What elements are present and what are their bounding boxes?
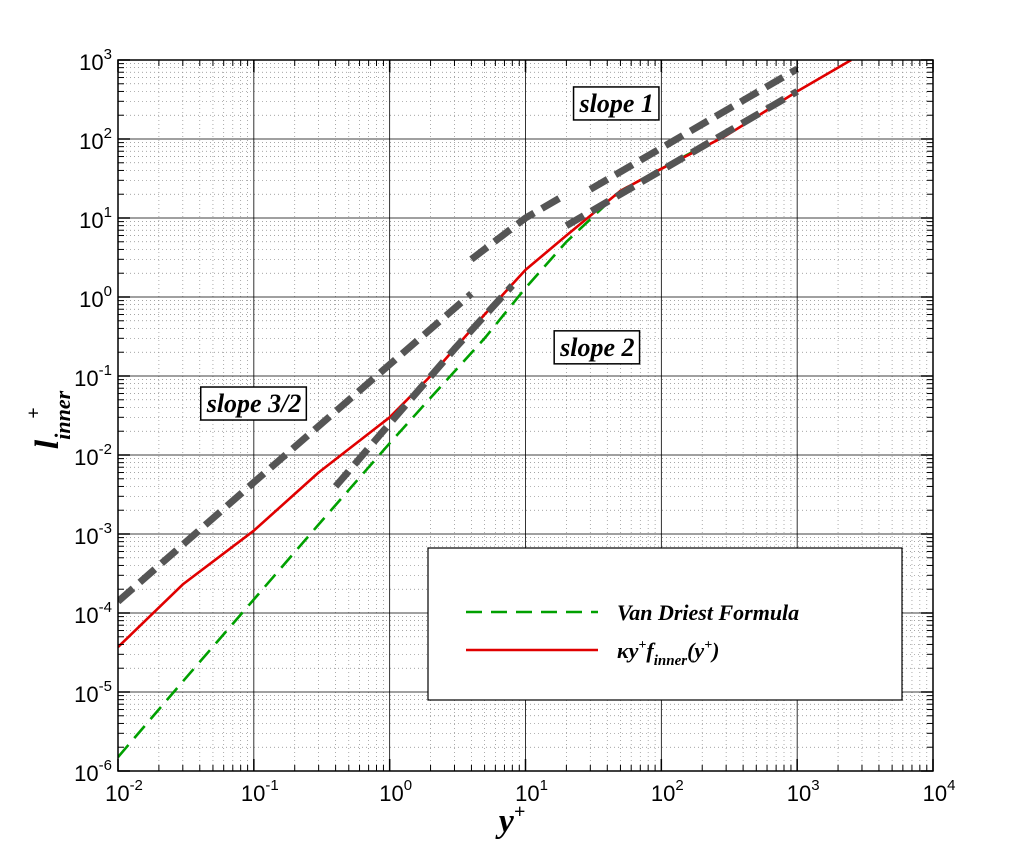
annotation-box bbox=[199, 386, 308, 421]
legend-label-1: Van Driest Formula bbox=[617, 600, 799, 625]
series-line-5 bbox=[469, 191, 569, 263]
legend: Van Driest Formula κy+finner(y+) bbox=[427, 547, 903, 701]
y-tick-label: 10-3 bbox=[74, 520, 112, 549]
y-tick-label: 10-5 bbox=[74, 678, 112, 707]
x-axis-title: y+ bbox=[495, 801, 526, 840]
y-tick-label: 101 bbox=[79, 204, 112, 233]
annotation-label: slope 2 bbox=[559, 333, 634, 362]
x-tick-label: 10-2 bbox=[105, 777, 143, 806]
annotation-box bbox=[553, 330, 641, 365]
y-tick-label: 103 bbox=[79, 46, 112, 75]
y-tick-label: 10-2 bbox=[74, 441, 112, 470]
series-line-6 bbox=[564, 88, 799, 229]
x-tick-label: 10-1 bbox=[241, 777, 279, 806]
series-line-2 bbox=[118, 60, 852, 649]
annotation-2: slope 2 bbox=[553, 330, 641, 365]
x-tick-label: 103 bbox=[787, 777, 820, 806]
series-line-4 bbox=[332, 283, 515, 489]
annotation-label: slope 3/2 bbox=[206, 389, 302, 418]
series-layer bbox=[118, 60, 852, 758]
x-tick-label: 104 bbox=[923, 777, 956, 806]
legend-label-2: κy+finner(y+) bbox=[617, 638, 720, 669]
y-tick-label: 10-6 bbox=[74, 757, 112, 786]
y-axis-title: linner+ bbox=[23, 390, 75, 449]
annotation-box bbox=[572, 86, 660, 121]
y-tick-label: 100 bbox=[79, 283, 112, 312]
axis-titles: y+ linner+ bbox=[23, 390, 525, 840]
y-tick-labels: 10-6 10-5 10-4 10-3 10-2 10-1 100 101 102 103 bbox=[74, 46, 112, 786]
legend-box bbox=[427, 547, 903, 701]
series-line-3 bbox=[118, 291, 474, 605]
y-tick-label: 10-1 bbox=[74, 362, 112, 391]
x-tick-label: 101 bbox=[515, 777, 548, 806]
annotations: slope 1 slope 2 slope 3/2 bbox=[199, 86, 660, 421]
annotation-label: slope 1 bbox=[579, 89, 654, 118]
annotation-3: slope 3/2 bbox=[199, 386, 308, 421]
annotation-1: slope 1 bbox=[572, 86, 660, 121]
series-line-7 bbox=[588, 65, 799, 193]
x-tick-label: 100 bbox=[379, 777, 412, 806]
x-tick-labels: 10-2 10-1 100 101 102 103 104 bbox=[105, 777, 955, 806]
y-tick-label: 102 bbox=[79, 125, 112, 154]
tick-marks bbox=[117, 59, 934, 772]
x-tick-label: 102 bbox=[651, 777, 684, 806]
y-tick-label: 10-4 bbox=[74, 599, 112, 628]
